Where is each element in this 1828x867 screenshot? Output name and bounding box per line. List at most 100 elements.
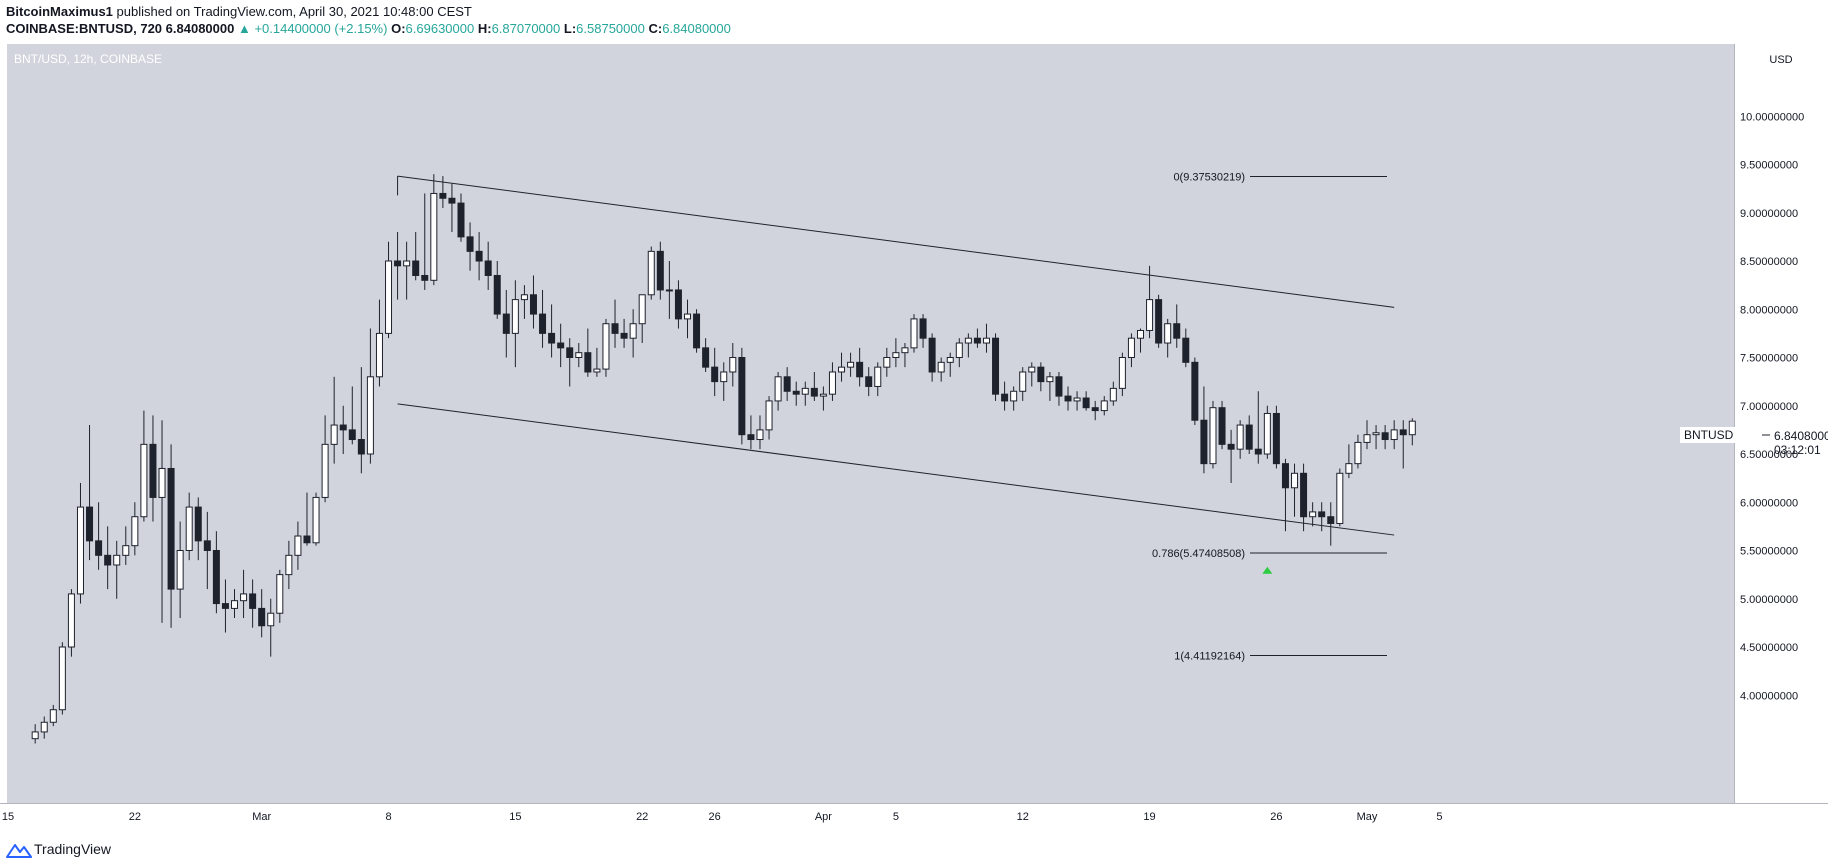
channel-trendline[interactable] <box>397 175 1395 308</box>
price-axis[interactable] <box>1734 44 1828 803</box>
fib-level-label: 1(4.41192164) <box>1174 650 1245 662</box>
x-tick-label: 12 <box>1017 811 1029 823</box>
candle-body <box>484 260 492 276</box>
candle-body <box>1155 299 1163 344</box>
y-tick-labels: 10.00000000 9.50000000 9.00000000 8.5000000… <box>1740 111 1804 702</box>
candle-body <box>520 294 528 301</box>
currency-label: USD <box>1769 54 1792 66</box>
candle-body <box>294 535 302 556</box>
candle-body <box>711 366 719 383</box>
last-price-symbol: BNTUSD <box>1684 428 1734 442</box>
candle-body <box>611 323 619 334</box>
fibonacci-levels[interactable]: 0(9.37530219) 0.786(5.47408508) 1(4.411921… <box>1152 172 1387 663</box>
candle-body <box>240 593 248 602</box>
x-tick-label: 15 <box>2 811 14 823</box>
candle-body <box>1363 434 1371 443</box>
candle-body <box>1272 412 1280 465</box>
candle-body <box>1118 357 1126 389</box>
candle-body <box>593 368 601 373</box>
candle-body <box>1263 412 1271 455</box>
candle-body <box>638 294 646 325</box>
candle-body <box>421 274 429 281</box>
candle-body <box>548 332 556 344</box>
candle-body <box>1137 329 1144 339</box>
candle-body <box>557 342 565 349</box>
candle-body <box>375 332 383 378</box>
candle-body <box>122 545 130 556</box>
candle-body <box>665 289 673 292</box>
y-tick-label: 4.50000000 <box>1740 642 1798 654</box>
x-tick-labels: 15 22 Mar 8 15 22 26 Apr 5 12 19 26 May 5 <box>2 811 1443 823</box>
candle-body <box>276 574 284 614</box>
candle-body <box>801 387 809 395</box>
candle-body <box>448 197 456 204</box>
candle-body <box>249 593 257 609</box>
candle-body <box>1091 407 1099 412</box>
candle-body <box>475 250 483 262</box>
candle-body <box>167 467 175 590</box>
candle-body <box>366 376 374 455</box>
low-label: L: <box>563 21 577 36</box>
brand-name[interactable]: TradingView <box>34 841 112 857</box>
x-tick-label: 5 <box>893 811 899 823</box>
candle-body <box>1227 443 1235 450</box>
candle-body <box>457 202 465 238</box>
x-tick-label: 15 <box>509 811 521 823</box>
close-label: C: <box>648 21 663 36</box>
x-tick-label: 8 <box>385 811 391 823</box>
open-value: 6.69630000 <box>405 21 475 36</box>
candle-body <box>883 357 891 368</box>
candle-body <box>1399 429 1407 436</box>
candle-body <box>321 443 329 498</box>
candle-body <box>1354 441 1362 465</box>
candle-body <box>792 390 800 395</box>
candle-body <box>466 236 474 252</box>
candle-body <box>1046 376 1054 383</box>
candle-body <box>575 352 583 358</box>
candle-body <box>303 535 311 544</box>
candle-body <box>810 387 818 397</box>
x-tick-label: Apr <box>815 811 832 823</box>
candle-body <box>783 376 791 392</box>
tradingview-logo-icon[interactable] <box>6 841 32 861</box>
candle-body <box>992 337 1000 395</box>
candle-body <box>185 506 193 552</box>
open-label: O: <box>391 21 406 36</box>
candle-body <box>1037 366 1045 383</box>
author-name[interactable]: BitcoinMaximus1 <box>6 4 113 19</box>
candle-body <box>357 439 365 455</box>
candle-body <box>176 550 184 590</box>
candle-body <box>258 607 266 627</box>
candle-body <box>973 337 981 344</box>
fib-level-label: 0.786(5.47408508) <box>1152 548 1245 560</box>
candle-body <box>874 366 882 387</box>
x-tick-label: 26 <box>709 811 721 823</box>
candle-body <box>1082 397 1090 409</box>
chart-plot-area[interactable] <box>7 44 1734 803</box>
candle-body <box>684 313 691 320</box>
candle-body <box>1327 516 1335 524</box>
candle-body <box>203 540 211 551</box>
candlestick-chart[interactable]: BNT/USD, 12h, COINBASE USD 10.00000000 9.… <box>0 0 1828 830</box>
candle-body <box>1127 337 1135 359</box>
last-price-countdown: 03:12:01 <box>1774 443 1821 457</box>
candle-body <box>838 366 846 373</box>
low-value: 6.58750000 <box>576 21 645 36</box>
candle-body <box>774 376 782 402</box>
candle-body <box>412 260 420 276</box>
candle-body <box>529 294 537 315</box>
fib-level-label: 0(9.37530219) <box>1173 172 1245 184</box>
candle-body <box>1309 511 1317 518</box>
candle-body <box>212 550 220 605</box>
candle-body <box>738 357 746 436</box>
y-tick-label: 8.00000000 <box>1740 304 1798 316</box>
candle-body <box>674 289 682 320</box>
channel-trendlines[interactable] <box>397 175 1395 536</box>
candle-body <box>937 361 945 373</box>
y-tick-label: 6.00000000 <box>1740 497 1798 509</box>
candle-body <box>539 313 547 334</box>
candle-body <box>312 496 320 544</box>
y-tick-label: 5.00000000 <box>1740 594 1798 606</box>
channel-trendline[interactable] <box>397 403 1395 536</box>
chart-header: BitcoinMaximus1 published on TradingView… <box>0 0 1828 42</box>
